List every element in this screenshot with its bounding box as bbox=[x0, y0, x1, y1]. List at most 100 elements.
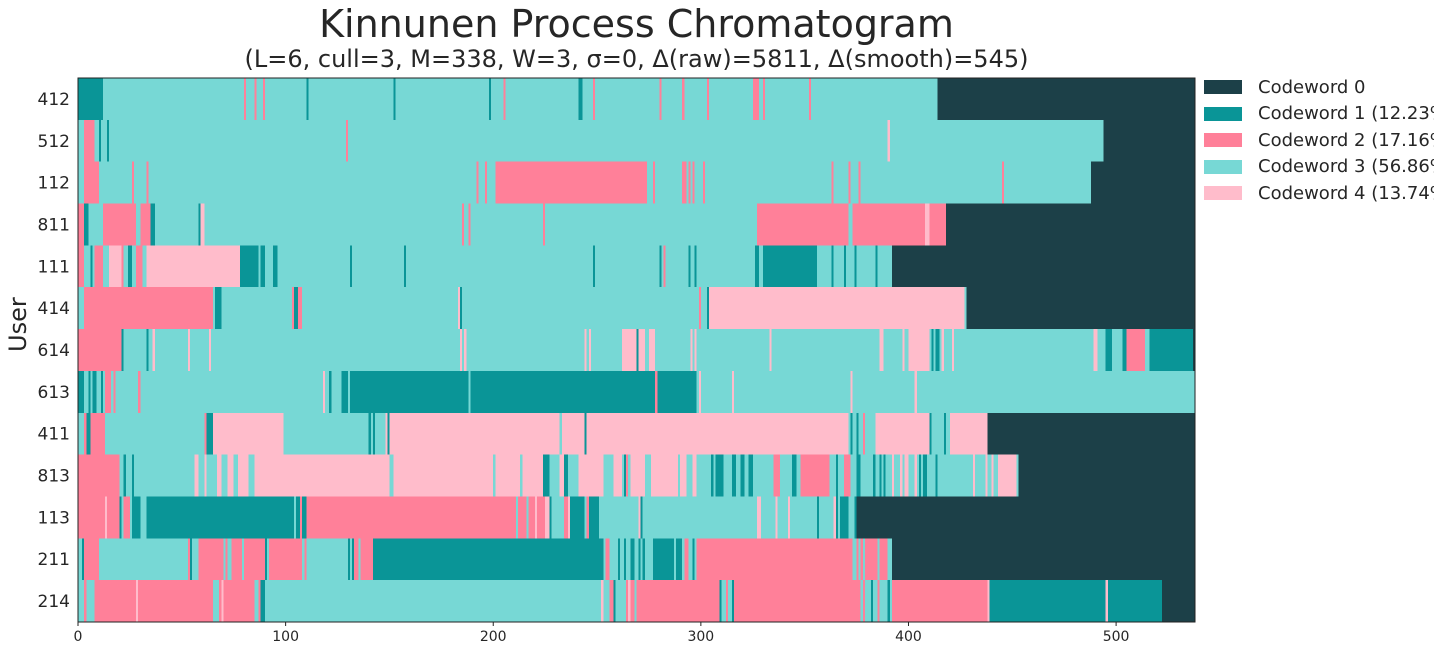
segment-codeword-3 bbox=[889, 580, 893, 623]
segment-codeword-3 bbox=[192, 538, 199, 581]
segment-codeword-0 bbox=[891, 538, 1196, 581]
segment-codeword-2 bbox=[94, 580, 137, 623]
segment-codeword-3 bbox=[833, 245, 845, 288]
segment-codeword-1 bbox=[341, 370, 349, 414]
segment-codeword-3 bbox=[78, 119, 85, 162]
segment-codeword-3 bbox=[690, 245, 695, 288]
y-tick-label: 211 bbox=[38, 550, 70, 570]
segment-codeword-3 bbox=[603, 580, 610, 623]
chart-title: Kinnunen Process Chromatogram bbox=[319, 2, 954, 46]
segment-codeword-3 bbox=[349, 538, 353, 581]
segment-codeword-1 bbox=[98, 119, 102, 162]
segment-codeword-1 bbox=[349, 245, 353, 288]
segment-codeword-4 bbox=[908, 412, 930, 455]
segment-codeword-2 bbox=[306, 496, 517, 539]
segment-codeword-4 bbox=[914, 454, 918, 497]
user-row-211 bbox=[78, 538, 1196, 581]
segment-codeword-3 bbox=[837, 454, 845, 497]
segment-codeword-3 bbox=[862, 538, 866, 581]
segment-codeword-1 bbox=[613, 580, 617, 623]
segment-codeword-2 bbox=[688, 161, 691, 204]
segment-codeword-3 bbox=[817, 245, 832, 288]
segment-codeword-3 bbox=[696, 329, 770, 372]
segment-codeword-2 bbox=[528, 496, 536, 539]
x-tick-label: 500 bbox=[1103, 629, 1130, 645]
segment-codeword-4 bbox=[891, 454, 895, 497]
segment-codeword-1 bbox=[711, 454, 714, 497]
segment-codeword-3 bbox=[850, 161, 859, 204]
segment-codeword-3 bbox=[227, 538, 232, 581]
x-tick-label: 300 bbox=[687, 629, 714, 645]
segment-codeword-1 bbox=[460, 287, 463, 330]
x-tick-label: 200 bbox=[480, 629, 507, 645]
segment-codeword-3 bbox=[860, 454, 866, 497]
segment-codeword-3 bbox=[154, 329, 189, 372]
segment-codeword-2 bbox=[360, 538, 374, 581]
segment-codeword-4 bbox=[322, 370, 326, 414]
segment-codeword-2 bbox=[592, 78, 596, 121]
segment-codeword-4 bbox=[692, 454, 698, 497]
segment-codeword-3 bbox=[125, 454, 133, 497]
segment-codeword-3 bbox=[266, 538, 270, 581]
segment-codeword-3 bbox=[694, 161, 704, 204]
segment-codeword-2 bbox=[563, 496, 569, 539]
segment-codeword-2 bbox=[138, 580, 141, 623]
segment-codeword-4 bbox=[775, 496, 778, 539]
segment-codeword-4 bbox=[200, 203, 205, 246]
segment-codeword-4 bbox=[586, 412, 849, 455]
segment-codeword-0 bbox=[856, 496, 1196, 539]
segment-codeword-3 bbox=[615, 580, 627, 623]
segment-codeword-0 bbox=[966, 287, 1196, 330]
segment-codeword-1 bbox=[719, 580, 722, 623]
segment-codeword-1 bbox=[740, 454, 745, 497]
segment-codeword-3 bbox=[696, 370, 700, 414]
segment-codeword-4 bbox=[152, 329, 156, 372]
segment-codeword-2 bbox=[84, 119, 95, 162]
segment-codeword-3 bbox=[939, 329, 943, 372]
segment-codeword-3 bbox=[856, 245, 876, 288]
segment-codeword-3 bbox=[584, 496, 587, 539]
segment-codeword-3 bbox=[1003, 161, 1092, 204]
segment-codeword-1 bbox=[879, 454, 882, 497]
legend-item-codeword-1: Codeword 1 (12.23%) bbox=[1204, 101, 1434, 128]
segment-codeword-2 bbox=[682, 78, 685, 121]
legend-item-codeword-0: Codeword 0 bbox=[1204, 74, 1434, 101]
segment-codeword-1 bbox=[82, 538, 85, 581]
segment-codeword-2 bbox=[586, 496, 590, 539]
segment-codeword-3 bbox=[308, 78, 394, 121]
segment-codeword-3 bbox=[665, 245, 689, 288]
segment-codeword-1 bbox=[352, 538, 355, 581]
segment-codeword-3 bbox=[873, 580, 878, 623]
segment-codeword-3 bbox=[621, 454, 625, 497]
segment-codeword-1 bbox=[372, 538, 376, 581]
segment-codeword-1 bbox=[78, 78, 104, 121]
segment-codeword-3 bbox=[190, 329, 210, 372]
segment-codeword-3 bbox=[692, 329, 695, 372]
segment-codeword-2 bbox=[626, 454, 629, 497]
segment-codeword-2 bbox=[800, 454, 830, 497]
segment-codeword-3 bbox=[954, 329, 1094, 372]
y-tick-label: 111 bbox=[38, 257, 70, 277]
segment-codeword-2 bbox=[121, 245, 124, 288]
segment-codeword-3 bbox=[655, 161, 683, 204]
segment-codeword-3 bbox=[736, 454, 741, 497]
segment-codeword-2 bbox=[756, 203, 764, 246]
segment-codeword-3 bbox=[283, 412, 286, 455]
segment-codeword-3 bbox=[204, 203, 463, 246]
segment-codeword-3 bbox=[198, 454, 205, 497]
segment-codeword-1 bbox=[302, 496, 307, 539]
segment-codeword-2 bbox=[503, 78, 506, 121]
segment-codeword-3 bbox=[879, 580, 889, 623]
segment-codeword-1 bbox=[688, 245, 691, 288]
segment-codeword-4 bbox=[221, 580, 224, 623]
x-tick-label: 400 bbox=[895, 629, 922, 645]
segment-codeword-2 bbox=[1126, 329, 1146, 372]
segment-codeword-4 bbox=[559, 454, 565, 497]
segment-codeword-3 bbox=[848, 496, 855, 539]
segment-codeword-3 bbox=[325, 370, 330, 414]
segment-codeword-3 bbox=[908, 454, 916, 497]
segment-codeword-2 bbox=[462, 203, 465, 246]
segment-codeword-3 bbox=[370, 412, 374, 455]
segment-codeword-1 bbox=[123, 454, 127, 497]
segment-codeword-3 bbox=[752, 454, 758, 497]
